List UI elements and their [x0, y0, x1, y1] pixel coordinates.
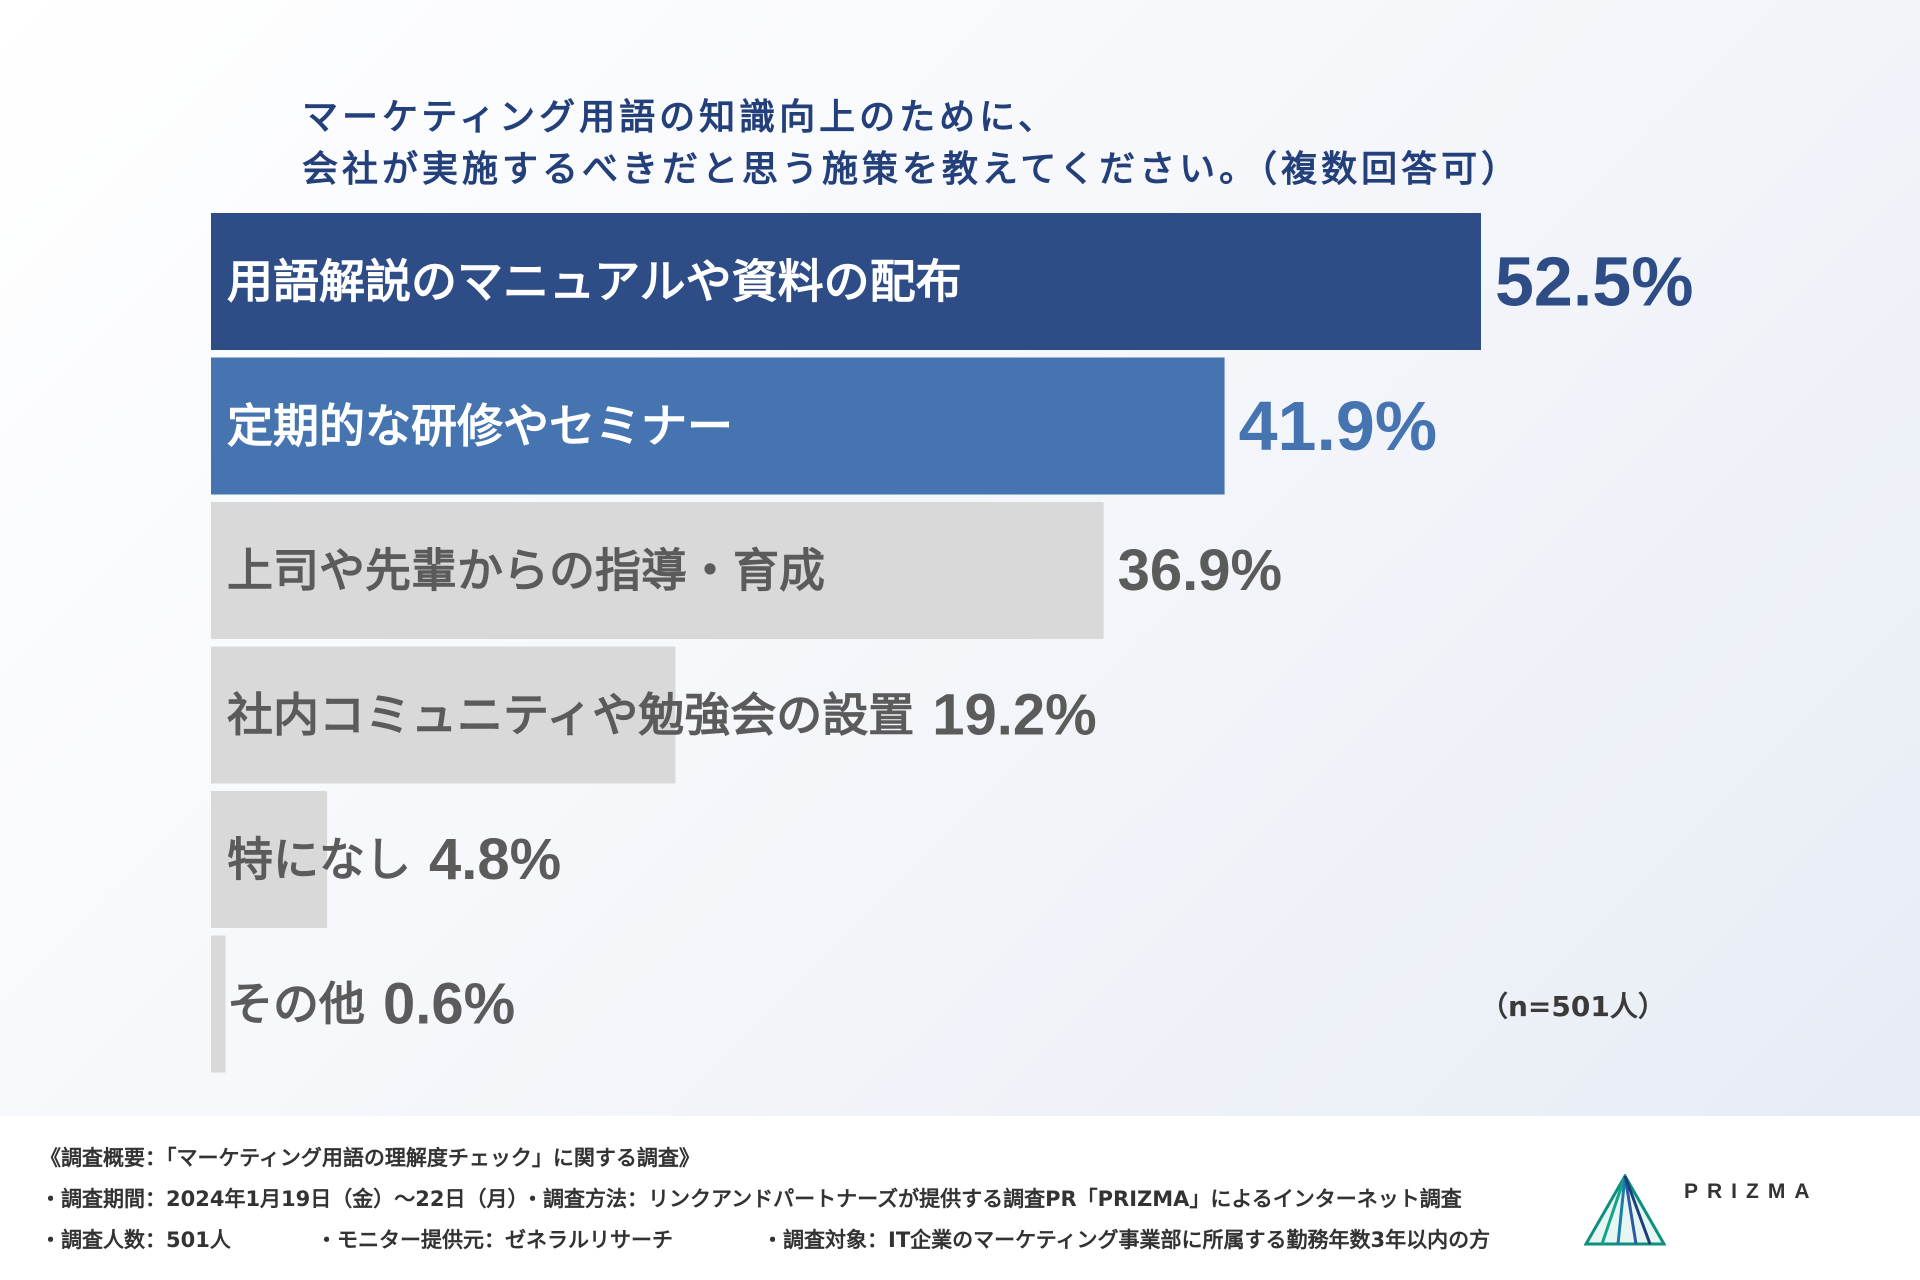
chart-title-line-1: マーケティング用語の知識向上のために、 [302, 97, 1059, 138]
bar-4 [211, 646, 676, 784]
bar-3 [211, 502, 1104, 639]
survey-period: ・調査期間：2024年1月19日（金）～22日（月） [40, 1187, 529, 1211]
value-label-1: 52.5% [1495, 243, 1693, 321]
bar-1 [211, 213, 1481, 350]
bar-2 [211, 357, 1225, 495]
survey-target: ・調査対象：IT企業のマーケティング事業部に所属する勤務年数3年以内の方 [762, 1228, 1491, 1252]
category-label-4: 社内コミュニティや勉強会の設置 [227, 688, 914, 742]
bars-group: 用語解説のマニュアルや資料の配布 52.5% 定期的な研修やセミナー 41.9% 上司や… [211, 213, 1693, 1073]
category-label-2: 定期的な研修やセミナー [227, 399, 733, 453]
bar-5 [211, 791, 328, 928]
value-label-6: 0.6% [383, 972, 515, 1037]
prizma-logo-text: PRIZMA [1684, 1180, 1819, 1203]
category-label-3: 上司や先輩からの指導・育成 [227, 544, 825, 598]
survey-monitor: ・モニター提供元：ゼネラルリサーチ [316, 1228, 673, 1252]
sample-size-note: （n=501人） [1480, 990, 1666, 1023]
chart-title-line-2: 会社が実施するべきだと思う施策を教えてください。（複数回答可） [302, 149, 1522, 190]
category-label-6: その他 [227, 977, 365, 1031]
survey-respondents: ・調査人数：501人 [40, 1228, 231, 1252]
chart-title: マーケティング用語の知識向上のために、 会社が実施するべきだと思う施策を教えてく… [302, 92, 1521, 196]
bar-chart: 用語解説のマニュアルや資料の配布 52.5% 定期的な研修やセミナー 41.9% 上司や… [211, 213, 1693, 1073]
value-label-3: 36.9% [1118, 538, 1282, 603]
value-label-4: 19.2% [932, 683, 1096, 748]
bar-6 [211, 935, 226, 1073]
value-label-5: 4.8% [429, 827, 561, 892]
survey-method: ・調査方法：リンクアンドパートナーズが提供する調査PR「PRIZMA」によるイン… [522, 1187, 1462, 1211]
survey-footer: 《調査概要：「マーケティング用語の理解度チェック」に関する調査》 ・調査期間：2… [0, 1116, 1920, 1280]
prizma-logo: PRIZMA [1584, 1170, 1884, 1250]
prizma-prism-icon [1584, 1174, 1666, 1246]
survey-summary-title: 《調査概要：「マーケティング用語の理解度チェック」に関する調査》 [40, 1146, 700, 1170]
value-label-2: 41.9% [1239, 387, 1437, 465]
category-label-1: 用語解説のマニュアルや資料の配布 [227, 255, 962, 309]
category-label-5: 特になし [227, 833, 411, 887]
